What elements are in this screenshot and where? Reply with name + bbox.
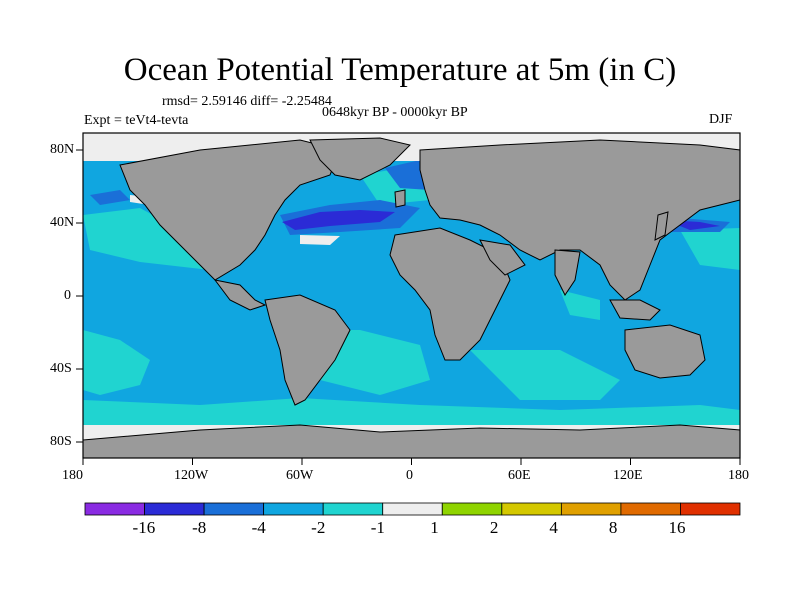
colorbar-swatch	[203, 502, 265, 516]
map-plot	[76, 132, 741, 465]
colorbar-label: 2	[489, 518, 499, 537]
experiment-label: Expt = teVt4-tevta	[84, 113, 189, 128]
colorbar-swatch	[322, 502, 384, 516]
colorbar-label: -16	[132, 518, 156, 537]
x-tick-label: 60W	[286, 468, 314, 483]
x-tick-label: 120W	[174, 468, 209, 483]
colorbar	[84, 502, 741, 516]
land-masses	[82, 137, 741, 459]
x-tick-label: 180	[728, 468, 749, 483]
x-tick-label: 0	[406, 468, 413, 483]
colorbar-swatch	[560, 502, 622, 516]
colorbar-swatch	[441, 502, 503, 516]
colorbar-swatch	[144, 502, 205, 516]
map-title: Ocean Potential Temperature at 5m (in C)	[123, 52, 677, 88]
y-tick-label: 40N	[50, 215, 75, 230]
colorbar-swatch	[84, 502, 145, 516]
season-label: DJF	[709, 112, 733, 127]
colorbar-label: 4	[549, 518, 558, 537]
colorbar-swatch	[620, 502, 681, 516]
colorbar-swatch	[680, 502, 741, 516]
x-tick-label: 60E	[508, 468, 531, 483]
x-tick-label: 120E	[613, 468, 643, 483]
colorbar-label: -2	[311, 518, 326, 537]
stats-text: rmsd= 2.59146 diff= -2.25484	[162, 94, 332, 109]
colorbar-label: 1	[430, 518, 439, 537]
y-tick-label: 80N	[50, 142, 75, 157]
colorbar-label: -8	[192, 518, 207, 537]
colorbar-label: 16	[668, 518, 686, 537]
period-label: 0648kyr BP - 0000kyr BP	[322, 105, 468, 120]
colorbar-label: -4	[251, 518, 266, 537]
colorbar-swatch	[501, 502, 562, 516]
colorbar-label: -1	[370, 518, 385, 537]
y-tick-label: 40S	[50, 361, 72, 376]
colorbar-label: 8	[608, 518, 618, 537]
colorbar-swatch	[263, 502, 324, 516]
y-tick-label: 80S	[50, 434, 72, 449]
colorbar-swatch	[382, 502, 443, 516]
tick-marks	[76, 149, 741, 465]
y-tick-label: 0	[64, 288, 71, 303]
x-tick-label: 180	[62, 468, 83, 483]
